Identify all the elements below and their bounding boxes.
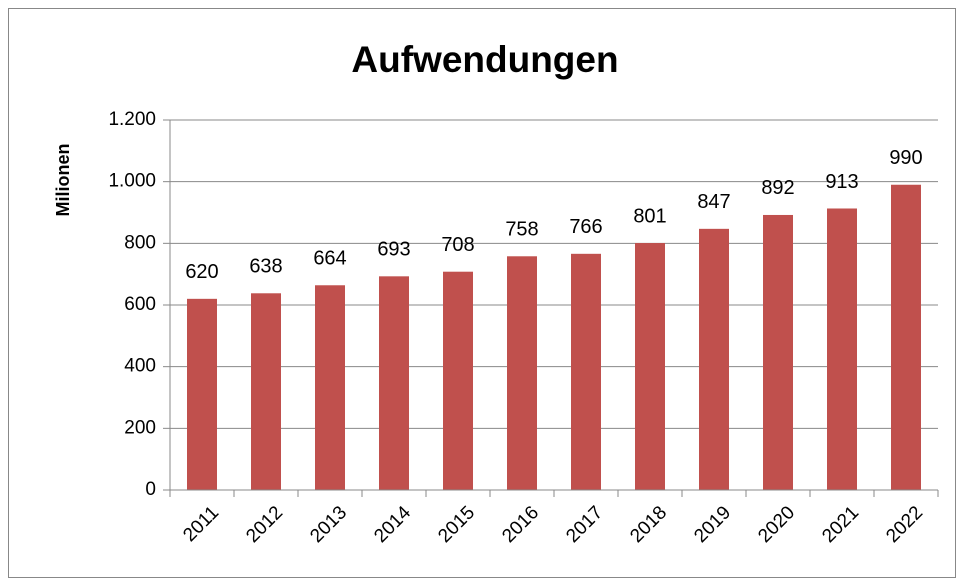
bar (315, 285, 345, 490)
y-tick-label: 200 (124, 417, 156, 438)
data-label: 664 (313, 248, 346, 270)
chart-frame (8, 8, 956, 578)
y-tick-label: 0 (145, 479, 156, 500)
bar (891, 184, 921, 490)
chart-title: Aufwendungen (351, 39, 618, 80)
y-tick-label: 1.000 (108, 171, 156, 192)
bar (635, 243, 665, 490)
bar (379, 276, 409, 490)
data-label: 892 (761, 177, 794, 199)
data-label: 758 (505, 219, 538, 241)
data-label: 990 (889, 147, 922, 169)
y-tick-label: 1.200 (108, 109, 156, 130)
data-label: 693 (377, 239, 410, 261)
y-tick-label: 800 (124, 232, 156, 253)
y-tick-label: 400 (124, 356, 156, 377)
bar (507, 256, 537, 490)
data-label: 766 (569, 216, 602, 238)
data-label: 620 (185, 261, 218, 283)
data-label: 847 (697, 191, 730, 213)
bar (699, 228, 729, 490)
bar (443, 271, 473, 490)
y-axis-label: Milionen (53, 144, 73, 217)
bar (571, 253, 601, 490)
bar (251, 293, 281, 490)
data-label: 913 (825, 171, 858, 193)
data-label: 708 (441, 234, 474, 256)
bar (763, 214, 793, 490)
data-label: 801 (633, 205, 666, 227)
y-tick-label: 600 (124, 294, 156, 315)
data-label: 638 (249, 256, 282, 278)
bar (187, 298, 217, 490)
bar (827, 208, 857, 490)
